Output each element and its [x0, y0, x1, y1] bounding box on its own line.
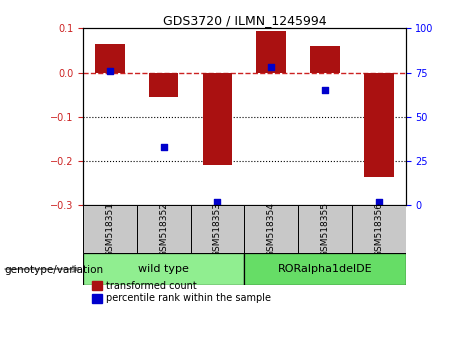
Text: GSM518354: GSM518354: [267, 202, 276, 257]
Point: [160, 144, 167, 150]
Text: transformed count: transformed count: [106, 281, 197, 291]
Bar: [137, 205, 190, 253]
Bar: [244, 253, 406, 285]
Text: GSM518355: GSM518355: [320, 202, 330, 257]
Point: [321, 87, 329, 93]
Bar: [310, 46, 340, 73]
Point: [214, 199, 221, 205]
Point: [375, 199, 383, 205]
Text: GSM518356: GSM518356: [374, 202, 383, 257]
Point: [106, 68, 113, 74]
Text: percentile rank within the sample: percentile rank within the sample: [106, 293, 271, 303]
Bar: [83, 253, 244, 285]
Text: GSM518351: GSM518351: [106, 202, 114, 257]
Bar: [298, 205, 352, 253]
Bar: [83, 205, 137, 253]
Point: [267, 64, 275, 70]
Bar: [244, 205, 298, 253]
Bar: [149, 73, 178, 97]
Bar: [352, 205, 406, 253]
Text: GSM518353: GSM518353: [213, 202, 222, 257]
Bar: [203, 73, 232, 166]
Bar: [256, 30, 286, 73]
Bar: [190, 205, 244, 253]
Bar: [364, 73, 394, 177]
Text: wild type: wild type: [138, 264, 189, 274]
Title: GDS3720 / ILMN_1245994: GDS3720 / ILMN_1245994: [163, 14, 326, 27]
Bar: [95, 44, 124, 73]
Text: RORalpha1delDE: RORalpha1delDE: [278, 264, 372, 274]
Text: genotype/variation: genotype/variation: [5, 265, 104, 275]
Text: GSM518352: GSM518352: [159, 202, 168, 257]
